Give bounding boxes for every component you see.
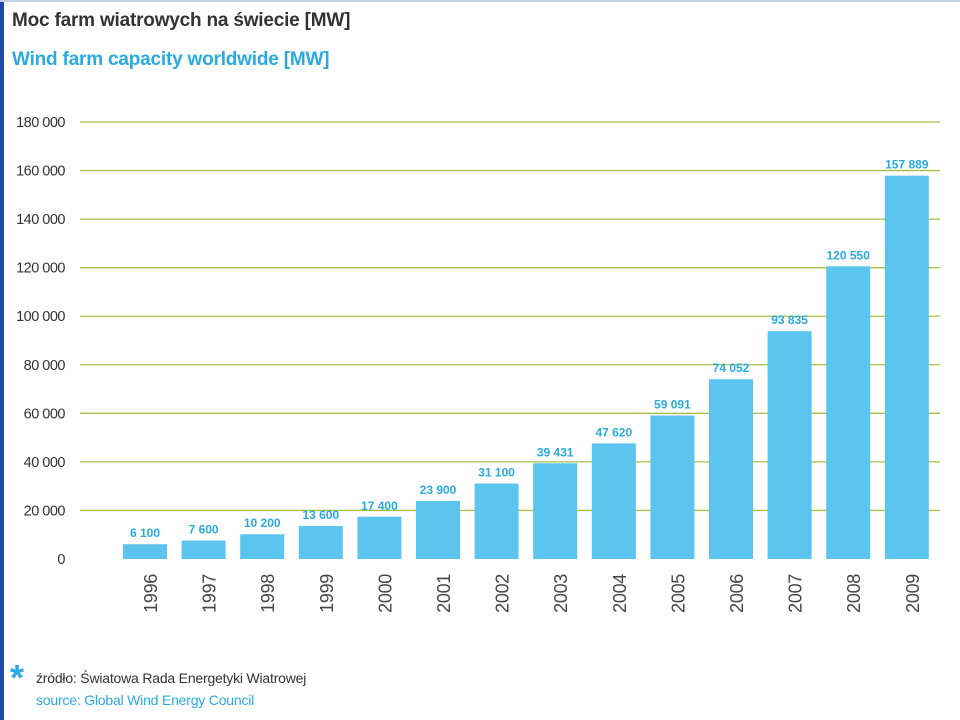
bar-2000 [357, 516, 402, 559]
value-label: 13 600 [302, 508, 339, 522]
bar-2004 [591, 443, 636, 559]
value-label: 6 100 [130, 526, 160, 540]
chart-title: Moc farm wiatrowych na świecie [MW] [12, 10, 351, 31]
y-tick-label: 60 000 [24, 406, 66, 422]
bar-1998 [240, 534, 285, 559]
value-label: 31 100 [478, 465, 515, 479]
bar-2009 [884, 175, 929, 559]
value-label: 93 835 [771, 313, 808, 327]
value-label: 47 620 [595, 425, 632, 439]
y-tick-label: 0 [57, 552, 65, 568]
y-tick-label: 40 000 [24, 455, 66, 471]
value-label: 59 091 [654, 398, 691, 412]
bar-2008 [826, 266, 871, 559]
x-tick-label: 1997 [200, 574, 220, 613]
x-tick-label: 1999 [317, 574, 337, 613]
asterisk-icon: * [10, 657, 25, 698]
value-label: 74 052 [713, 361, 750, 375]
source-text-english: source: Global Wind Energy Council [36, 692, 255, 708]
x-tick-label: 2004 [610, 574, 630, 613]
x-tick-label: 2003 [551, 574, 571, 613]
x-tick-label: 2006 [727, 574, 747, 613]
y-axis-tick-labels: 0 20 000 40 000 60 000 80 000 100 000 120 000 1… [16, 115, 66, 568]
y-tick-label: 100 000 [16, 309, 65, 325]
bar-2005 [650, 415, 695, 559]
window-frame-top [0, 0, 960, 2]
y-tick-label: 120 000 [16, 261, 65, 277]
bar-2006 [709, 379, 753, 559]
x-tick-label: 2009 [903, 574, 923, 613]
bar-2007 [767, 331, 812, 559]
bar-2002 [474, 483, 519, 559]
bar-1996 [123, 544, 167, 559]
x-tick-label: 2000 [375, 574, 395, 613]
x-tick-label: 2008 [844, 574, 864, 613]
value-label: 39 431 [537, 445, 574, 459]
y-tick-label: 140 000 [16, 212, 65, 228]
value-label: 7 600 [189, 523, 219, 537]
x-tick-label: 1998 [258, 574, 278, 613]
bar-chart: 0 20 000 40 000 60 000 80 000 100 000 120 000 1… [16, 115, 940, 613]
chart-subtitle: Wind farm capacity worldwide [MW] [12, 49, 330, 70]
bar-2003 [533, 463, 578, 559]
x-axis-tick-labels: 1996 1997 1998 1999 2000 2001 2002 2003 2004 2005… [141, 574, 923, 613]
bar-2001 [416, 500, 460, 559]
y-tick-label: 20 000 [24, 503, 66, 519]
bar-1999 [298, 525, 343, 559]
value-label: 17 400 [361, 499, 398, 513]
value-label: 23 900 [420, 483, 457, 497]
window-frame-left [0, 0, 4, 720]
x-tick-label: 2007 [786, 574, 806, 613]
value-label: 120 550 [827, 248, 871, 262]
x-tick-label: 2001 [434, 574, 454, 613]
x-tick-label: 2002 [493, 574, 513, 613]
y-tick-label: 160 000 [16, 164, 65, 180]
value-label: 157 889 [885, 158, 929, 172]
value-label: 10 200 [244, 516, 281, 530]
y-tick-label: 80 000 [24, 358, 66, 374]
source-text-polish: źródło: Światowa Rada Energetyki Wiatrow… [36, 670, 307, 686]
value-labels: 6 100 7 600 10 200 13 600 17 400 23 900 31 100… [130, 158, 929, 541]
bar-1997 [181, 540, 226, 559]
x-tick-label: 1996 [141, 574, 161, 613]
y-tick-label: 180 000 [16, 115, 65, 131]
bars [123, 175, 929, 559]
x-tick-label: 2005 [668, 574, 688, 613]
